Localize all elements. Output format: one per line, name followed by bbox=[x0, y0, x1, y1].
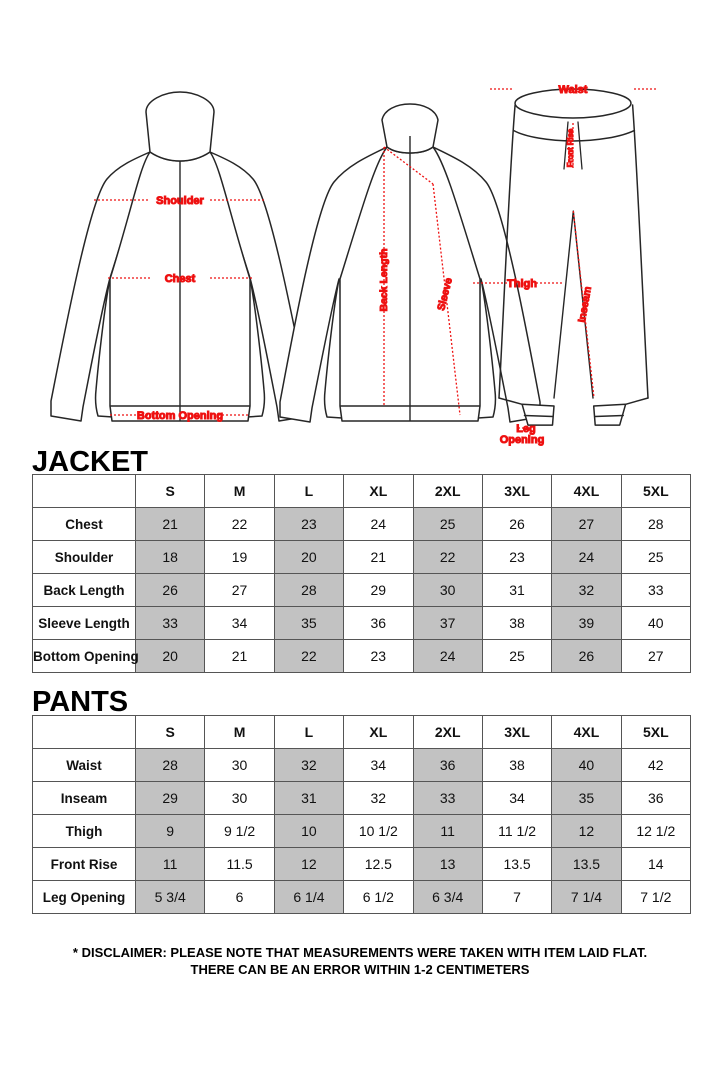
svg-text:Shoulder: Shoulder bbox=[156, 195, 204, 207]
svg-text:Front Rise: Front Rise bbox=[566, 128, 575, 167]
svg-text:Opening: Opening bbox=[500, 434, 545, 446]
svg-text:Bottom Opening: Bottom Opening bbox=[137, 410, 223, 422]
svg-text:Back Length: Back Length bbox=[378, 248, 390, 311]
svg-text:Thigh: Thigh bbox=[507, 278, 537, 290]
svg-text:Inseam: Inseam bbox=[576, 286, 594, 324]
svg-text:Chest: Chest bbox=[165, 273, 196, 285]
svg-text:Waist: Waist bbox=[559, 84, 588, 96]
